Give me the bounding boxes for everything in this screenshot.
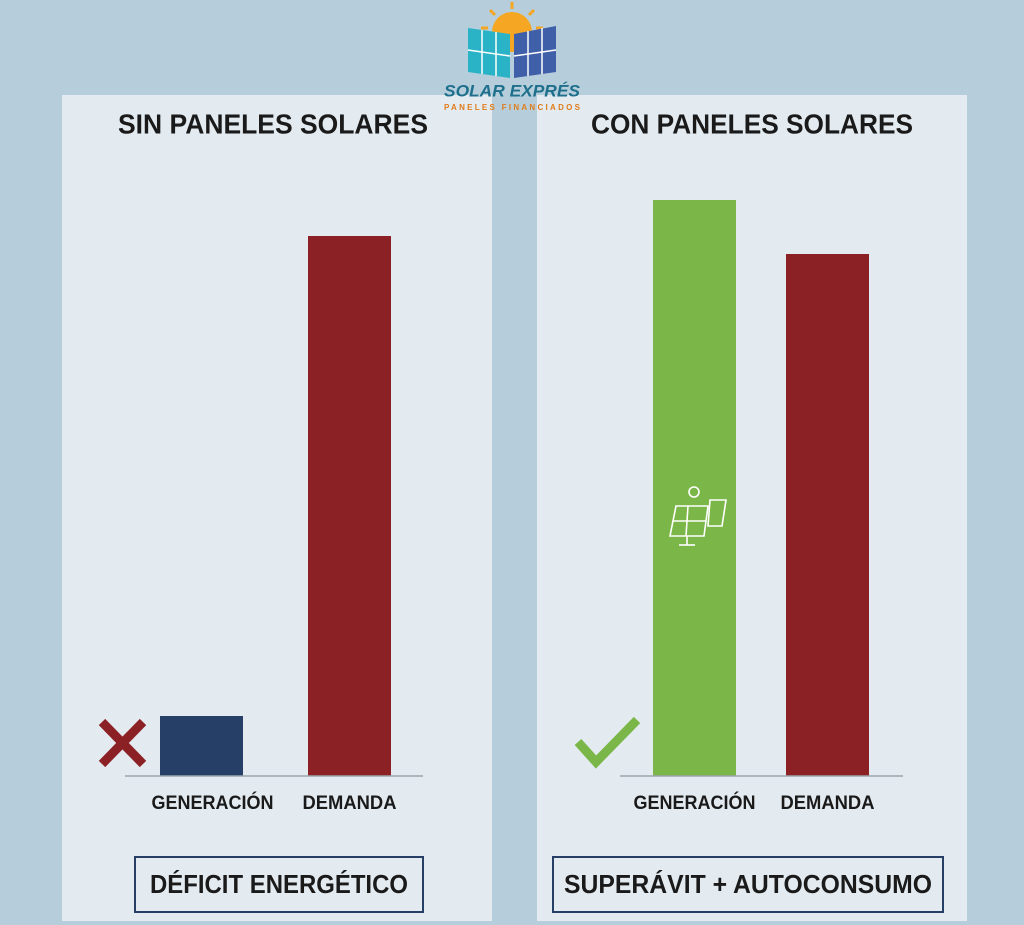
x-tick-label: DEMANDA bbox=[303, 793, 397, 814]
logo-name: SOLAR EXPRÉS bbox=[444, 81, 581, 100]
bar bbox=[653, 200, 736, 776]
footer-label: DÉFICIT ENERGÉTICO bbox=[150, 869, 408, 899]
panel-right bbox=[537, 95, 967, 921]
icon-part bbox=[707, 499, 727, 527]
bar bbox=[160, 716, 243, 776]
solar-icon bbox=[669, 486, 727, 546]
x-tick-label: GENERACIÓN bbox=[634, 792, 756, 814]
icon-part bbox=[669, 505, 709, 537]
chart-title: CON PANELES SOLARES bbox=[591, 108, 913, 139]
icon-part bbox=[685, 505, 689, 537]
footer-label: SUPERÁVIT + AUTOCONSUMO bbox=[564, 869, 932, 899]
logo-tagline: PANELES FINANCIADOS bbox=[444, 103, 581, 112]
x-tick-label: GENERACIÓN bbox=[152, 792, 274, 814]
logo: SOLAR EXPRÉS PANELES FINANCIADOS bbox=[444, 2, 581, 112]
footer-box bbox=[134, 856, 424, 913]
x-tick-label: DEMANDA bbox=[781, 793, 875, 814]
bar bbox=[308, 236, 391, 776]
cross-icon bbox=[98, 718, 147, 768]
footer-box bbox=[552, 856, 944, 913]
icon-part bbox=[688, 486, 700, 498]
chart-title: SIN PANELES SOLARES bbox=[118, 108, 428, 139]
panel-left bbox=[62, 95, 492, 921]
bar bbox=[786, 254, 869, 776]
check-icon bbox=[574, 716, 641, 769]
